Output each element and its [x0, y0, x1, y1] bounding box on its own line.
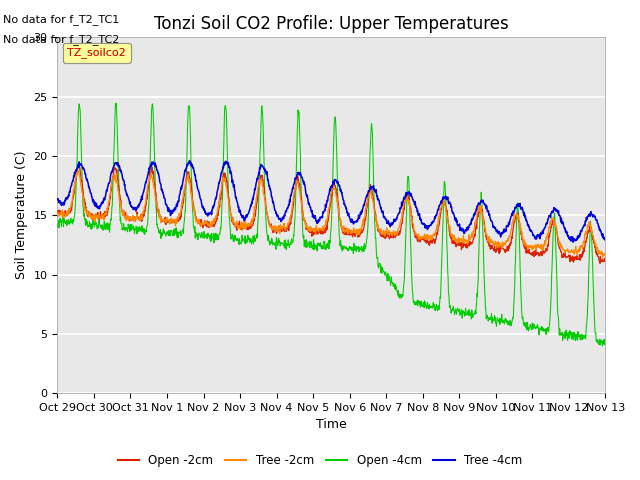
Y-axis label: Soil Temperature (C): Soil Temperature (C) — [15, 151, 28, 279]
Legend: Open -2cm, Tree -2cm, Open -4cm, Tree -4cm: Open -2cm, Tree -2cm, Open -4cm, Tree -4… — [113, 449, 527, 472]
X-axis label: Time: Time — [316, 419, 347, 432]
Title: Tonzi Soil CO2 Profile: Upper Temperatures: Tonzi Soil CO2 Profile: Upper Temperatur… — [154, 15, 509, 33]
Text: No data for f_T2_TC1: No data for f_T2_TC1 — [3, 14, 120, 25]
Legend: TZ_soilco2: TZ_soilco2 — [63, 43, 131, 63]
Text: No data for f_T2_TC2: No data for f_T2_TC2 — [3, 34, 120, 45]
